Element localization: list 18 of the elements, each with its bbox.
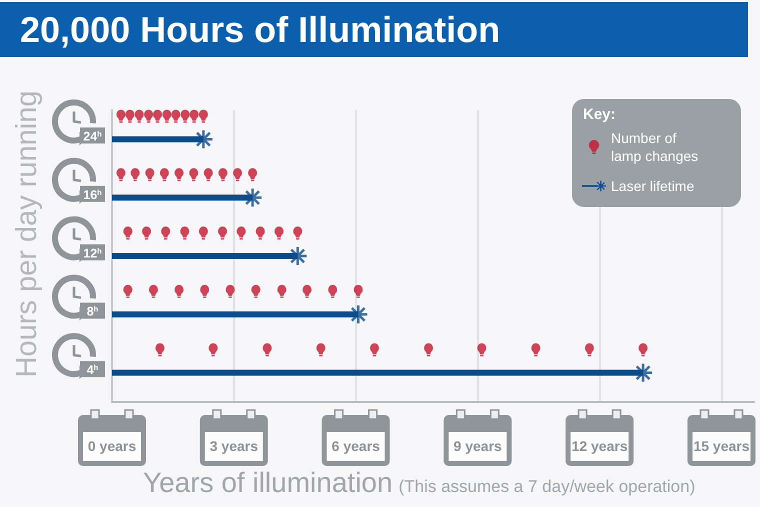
text: (This assumes a 7 day/week operation) xyxy=(398,477,696,496)
x-tick-label: 0 years xyxy=(88,438,136,454)
y-tick-label: 16$^{h}$ xyxy=(83,187,102,202)
legend-label: Number of lamp changes xyxy=(611,130,698,164)
y-tick-label: 12$^{h}$ xyxy=(83,246,102,260)
x-tick-label: 6 years xyxy=(332,438,380,454)
x-tick-label: 3 years xyxy=(210,438,258,454)
legend-label: Laser lifetime xyxy=(611,178,694,194)
legend-title: Key: xyxy=(583,106,616,123)
x-tick-label: 15 years xyxy=(693,438,750,454)
x-axis-title: Years of illumination xyxy=(143,467,393,498)
x-tick-label: 12 years xyxy=(572,438,628,454)
y-tick-label: 8$^{h}$ xyxy=(86,304,99,319)
y-tick-label: 24$^{h}$ xyxy=(83,129,102,144)
x-tick-label: 9 years xyxy=(454,438,502,454)
chart-title: 20,000 Hours of Illumination xyxy=(0,2,748,57)
y-tick-label: 4$^{h}$ xyxy=(86,362,99,378)
y-axis-title: Hours per day running xyxy=(11,90,43,378)
